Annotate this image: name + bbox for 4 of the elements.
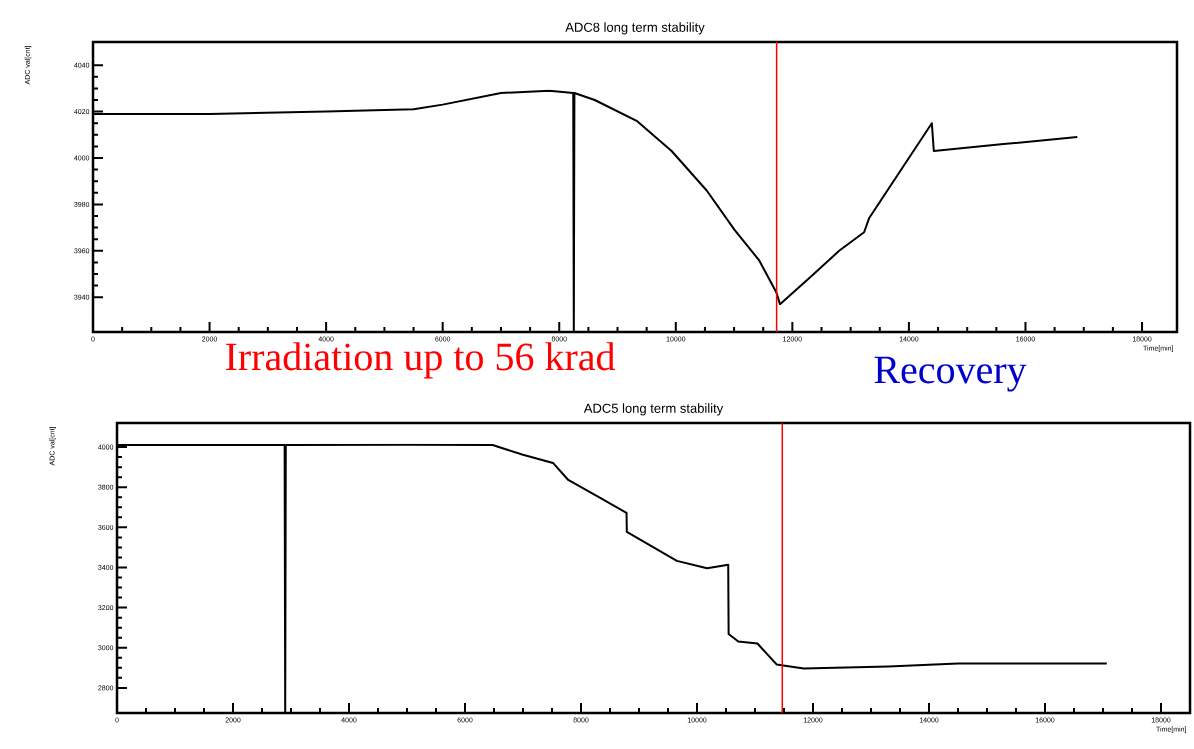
chart-title: ADC5 long term stability xyxy=(583,403,724,416)
text: Recovery xyxy=(874,356,1027,392)
chart-title: ADC8 long term stability xyxy=(565,22,705,35)
text: Irradiation up to 56 krad xyxy=(225,342,616,379)
